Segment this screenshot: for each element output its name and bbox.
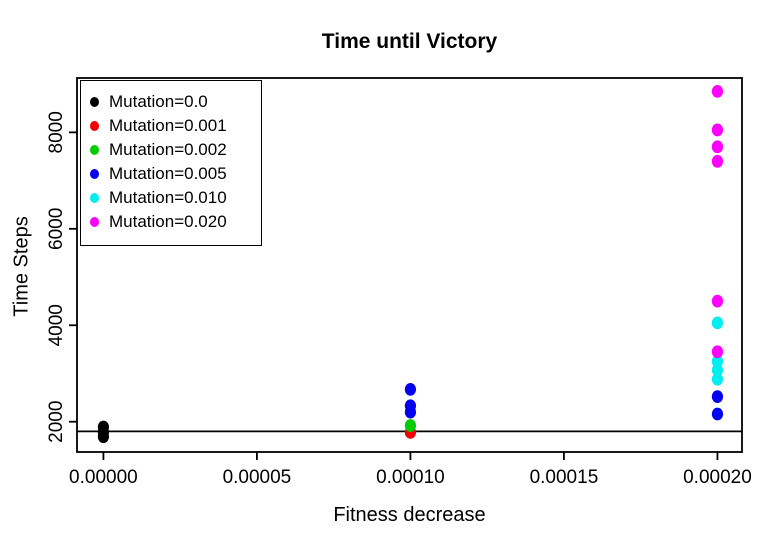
legend-dot-icon (90, 97, 99, 107)
data-point (711, 407, 724, 421)
y-tick-label: 8000 (46, 111, 67, 153)
data-point (711, 363, 724, 377)
y-tick-label: 6000 (46, 208, 67, 250)
data-point (711, 390, 724, 404)
legend-dot-icon (90, 217, 99, 227)
legend-label: Mutation=0.010 (109, 188, 227, 207)
data-point (404, 405, 417, 419)
y-tick-label: 4000 (46, 304, 67, 346)
legend-dot-icon (90, 145, 99, 155)
legend-item: Mutation=0.020 (81, 210, 261, 234)
data-point (711, 140, 724, 154)
legend-dot-icon (90, 121, 99, 131)
x-axis-label: Fitness decrease (333, 504, 486, 526)
legend-item: Mutation=0.002 (81, 138, 261, 162)
legend-dot-icon (90, 169, 99, 179)
legend-label: Mutation=0.001 (109, 116, 227, 135)
x-tick-label: 0.00010 (376, 467, 445, 488)
y-tick-label: 2000 (46, 401, 67, 443)
legend-label: Mutation=0.002 (109, 140, 227, 159)
legend-label: Mutation=0.020 (109, 212, 227, 231)
chart-title: Time until Victory (321, 30, 498, 53)
x-tick-label: 0.00015 (530, 467, 599, 488)
legend-item: Mutation=0.005 (81, 162, 261, 186)
legend: Mutation=0.0 Mutation=0.001 Mutation=0.002… (80, 80, 262, 246)
data-point (711, 372, 724, 386)
legend-item: Mutation=0.001 (81, 114, 261, 138)
x-tick-label: 0.00000 (69, 467, 138, 488)
data-point (711, 316, 724, 330)
x-tick-label: 0.00005 (223, 467, 292, 488)
x-tick-label: 0.00020 (683, 467, 752, 488)
legend-item: Mutation=0.010 (81, 186, 261, 210)
data-point (97, 430, 110, 444)
legend-dot-icon (90, 193, 99, 203)
legend-item: Mutation=0.0 (81, 90, 261, 114)
data-point (404, 419, 417, 432)
plot-border (76, 77, 743, 453)
legend-label: Mutation=0.005 (109, 164, 227, 183)
data-point (711, 294, 724, 308)
legend-label: Mutation=0.0 (109, 92, 208, 111)
data-point (711, 84, 724, 98)
data-point (404, 383, 417, 396)
data-point (711, 345, 724, 359)
data-point (711, 123, 724, 137)
data-point (711, 154, 724, 168)
